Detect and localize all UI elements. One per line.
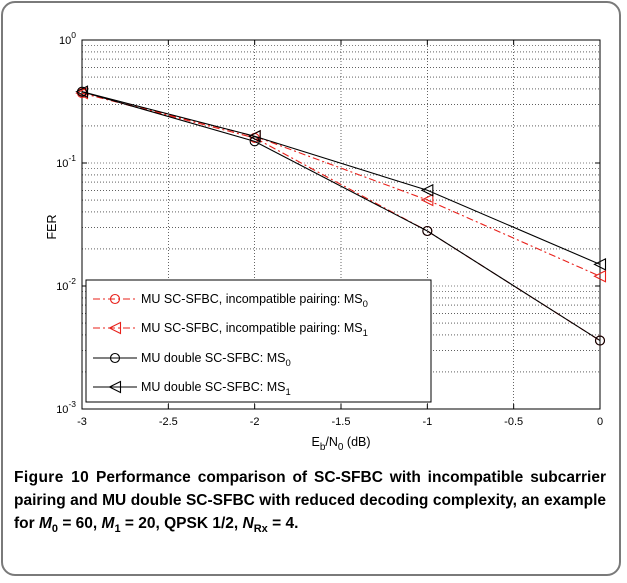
legend-marker [108,321,122,335]
series-line [81,91,601,265]
y-tick-label: 10-1 [56,153,76,170]
data-point [420,183,434,197]
caption-m1-sub: 1 [114,523,121,536]
caption-m1-value: = 20, QPSK 1/2, [120,515,243,532]
caption-end: . [294,515,299,532]
legend-box [85,279,432,403]
series-line [81,91,601,342]
caption-nrx-sub: Rx [253,523,268,536]
x-tick-label: -0.5 [504,416,523,428]
x-tick-label: -3 [77,416,87,428]
data-point [593,269,607,283]
legend-item: MU SC-SFBC, incompatible pairing: MS0 [93,292,368,310]
legend-label: MU double SC-SFBC: MS1 [141,380,291,398]
legend-item: MU double SC-SFBC: MS1 [93,380,291,398]
x-tick-label: -1.5 [332,416,351,428]
caption-m0-sub: 0 [51,523,59,536]
figure-label: Figure 10 [14,469,90,486]
series-3 [75,85,607,271]
legend-item: MU double SC-SFBC: MS0 [93,351,291,369]
data-point [420,193,434,207]
legend-marker [109,352,121,364]
legend-marker [108,380,122,394]
y-axis-label: FER [45,215,59,240]
x-axis-label: Eb/N0 (dB) [311,435,370,453]
y-tick-label: 100 [59,30,76,47]
figure-caption: Figure 10 Performance comparison of SC-S… [14,466,606,541]
series-line [81,92,601,277]
data-point [594,335,606,346]
y-tick-label: 10-2 [56,276,76,293]
legend-label: MU SC-SFBC, incompatible pairing: MS1 [141,321,368,339]
data-point [422,225,433,237]
data-point [593,257,607,271]
series-group [75,85,607,346]
x-tick-label: -1 [422,416,432,428]
legend-item: MU SC-SFBC, incompatible pairing: MS1 [93,321,368,339]
legend-label: MU SC-SFBC, incompatible pairing: MS0 [141,292,368,310]
legend-label: MU double SC-SFBC: MS0 [141,351,291,369]
x-tick-label: 0 [597,416,603,428]
y-tick-label: 10-3 [56,399,76,416]
legend-marker [109,293,121,305]
caption-nrx-symbol: N [242,515,254,532]
caption-nrx-value: = 4 [267,515,295,532]
x-ticks: -3 -2.5 -2 -1.5 -1 -0.5 0 [77,40,603,428]
caption-m1-symbol: M [101,515,115,532]
caption-text: Performance comparison of SC-SFBC with i… [14,469,607,532]
data-point [247,129,261,143]
caption-m0-symbol: M [38,515,52,532]
caption-m0-value: = 60, [58,515,102,532]
x-tick-label: -2 [250,416,260,428]
y-ticks: 100 10-1 10-2 10-3 [56,30,600,416]
x-tick-label: -2.5 [159,416,178,428]
legend: MU SC-SFBC, incompatible pairing: MS0 MU … [85,279,432,403]
data-point [75,85,89,99]
